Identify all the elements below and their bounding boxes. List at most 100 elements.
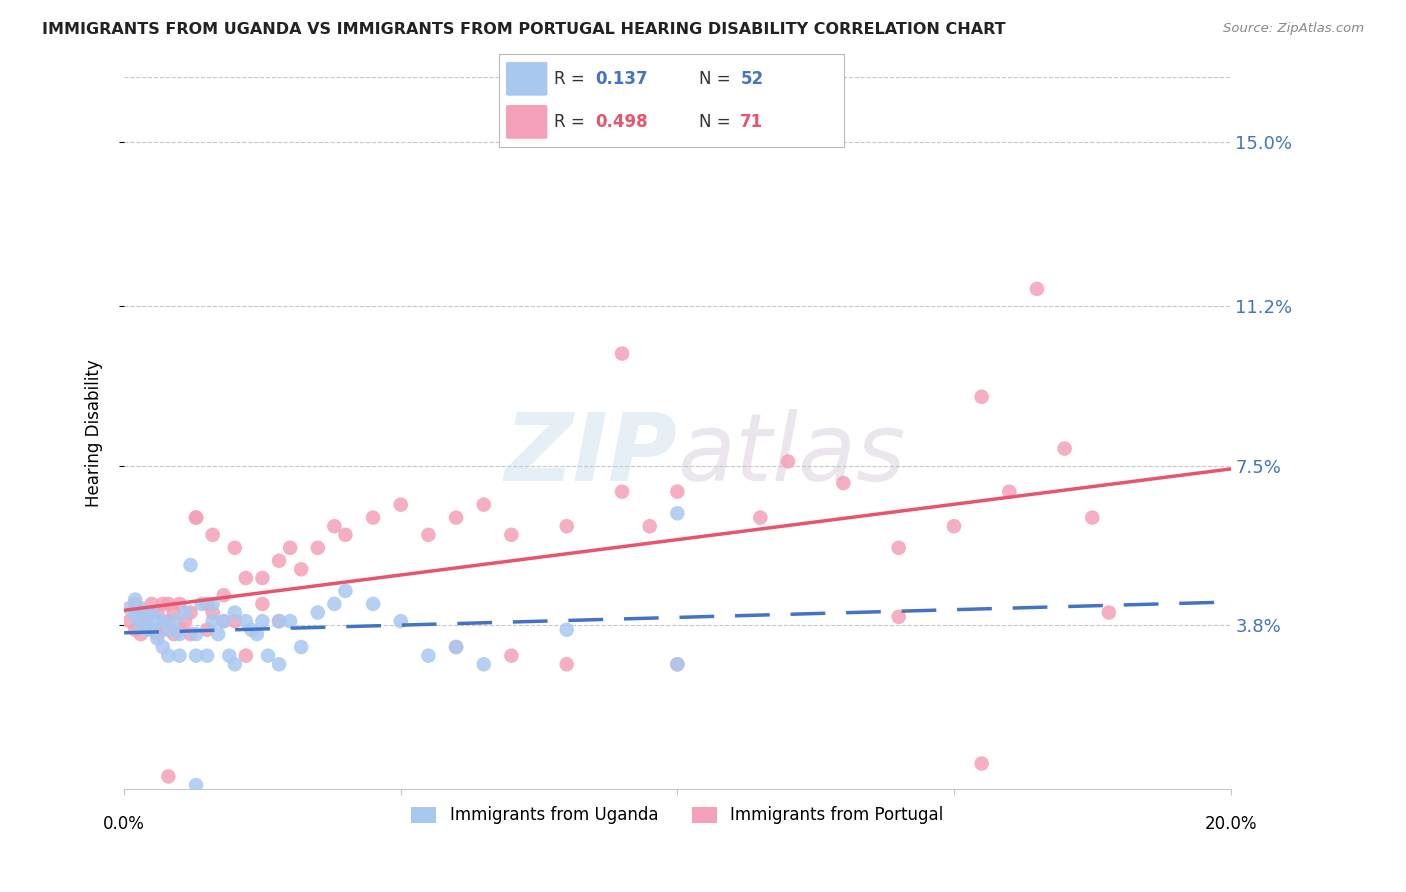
Point xyxy=(970,390,993,404)
Point xyxy=(195,623,218,637)
Point xyxy=(246,627,269,641)
Point xyxy=(666,657,689,672)
Point xyxy=(157,648,180,663)
Point xyxy=(163,606,186,620)
Point xyxy=(157,597,180,611)
Point xyxy=(235,614,257,628)
Text: N =: N = xyxy=(699,113,731,131)
Point xyxy=(252,597,274,611)
Point xyxy=(335,528,357,542)
Point xyxy=(152,597,174,611)
Point xyxy=(418,528,440,542)
Point xyxy=(887,541,910,555)
Point xyxy=(267,554,290,568)
Point xyxy=(141,623,163,637)
Text: 52: 52 xyxy=(741,70,763,87)
Point xyxy=(224,606,246,620)
Legend: Immigrants from Uganda, Immigrants from Portugal: Immigrants from Uganda, Immigrants from … xyxy=(405,799,950,831)
Text: 20.0%: 20.0% xyxy=(1205,815,1257,833)
Point xyxy=(180,627,202,641)
Point xyxy=(184,648,207,663)
Point xyxy=(361,597,384,611)
Point xyxy=(361,510,384,524)
Point xyxy=(201,597,224,611)
Point xyxy=(190,597,212,611)
Point xyxy=(666,506,689,520)
Point xyxy=(124,592,146,607)
Point xyxy=(201,606,224,620)
Point xyxy=(212,614,235,628)
Point xyxy=(610,346,633,360)
Point xyxy=(141,623,163,637)
Point xyxy=(184,510,207,524)
Point xyxy=(141,606,163,620)
Point xyxy=(252,614,274,628)
Point xyxy=(943,519,966,533)
Text: 0.137: 0.137 xyxy=(596,70,648,87)
Point xyxy=(124,597,146,611)
Point xyxy=(146,606,169,620)
Point xyxy=(195,597,218,611)
Point xyxy=(224,541,246,555)
Point xyxy=(1081,510,1104,524)
Point xyxy=(169,648,191,663)
Point xyxy=(1026,282,1049,296)
Point xyxy=(146,614,169,628)
Point xyxy=(307,541,329,555)
Point xyxy=(970,756,993,771)
Point xyxy=(124,623,146,637)
Point xyxy=(201,528,224,542)
Point xyxy=(555,519,578,533)
Point xyxy=(290,562,312,576)
Point xyxy=(1098,606,1121,620)
Point xyxy=(501,648,523,663)
Point xyxy=(157,769,180,783)
Point xyxy=(146,632,169,646)
Point xyxy=(118,601,141,615)
Point xyxy=(998,484,1021,499)
Point xyxy=(163,614,186,628)
Point xyxy=(444,640,467,654)
Point xyxy=(124,610,146,624)
Point xyxy=(323,519,346,533)
Point xyxy=(389,614,412,628)
Point xyxy=(146,627,169,641)
Point xyxy=(174,614,197,628)
Point xyxy=(129,606,152,620)
Point xyxy=(195,648,218,663)
Point xyxy=(163,627,186,641)
Point xyxy=(157,623,180,637)
Point xyxy=(169,627,191,641)
Point xyxy=(444,510,467,524)
Point xyxy=(257,648,280,663)
Point xyxy=(252,571,274,585)
Point xyxy=(180,606,202,620)
Text: R =: R = xyxy=(554,70,585,87)
Text: 0.0%: 0.0% xyxy=(103,815,145,833)
Point xyxy=(267,614,290,628)
Point xyxy=(184,627,207,641)
Point xyxy=(180,558,202,572)
Point xyxy=(135,610,157,624)
Text: IMMIGRANTS FROM UGANDA VS IMMIGRANTS FROM PORTUGAL HEARING DISABILITY CORRELATIO: IMMIGRANTS FROM UGANDA VS IMMIGRANTS FRO… xyxy=(42,22,1005,37)
Point xyxy=(141,597,163,611)
Point xyxy=(638,519,661,533)
Point xyxy=(129,627,152,641)
Point xyxy=(278,614,301,628)
Point xyxy=(135,614,157,628)
Point xyxy=(224,657,246,672)
Point xyxy=(1053,442,1076,456)
Point xyxy=(307,606,329,620)
Text: Source: ZipAtlas.com: Source: ZipAtlas.com xyxy=(1223,22,1364,36)
Point xyxy=(169,597,191,611)
Text: ZIP: ZIP xyxy=(505,409,678,500)
Point xyxy=(169,623,191,637)
Point xyxy=(235,648,257,663)
Point xyxy=(212,614,235,628)
Point xyxy=(267,657,290,672)
Point xyxy=(207,627,229,641)
Point xyxy=(832,476,855,491)
FancyBboxPatch shape xyxy=(506,62,547,95)
Point xyxy=(610,484,633,499)
Point xyxy=(323,597,346,611)
